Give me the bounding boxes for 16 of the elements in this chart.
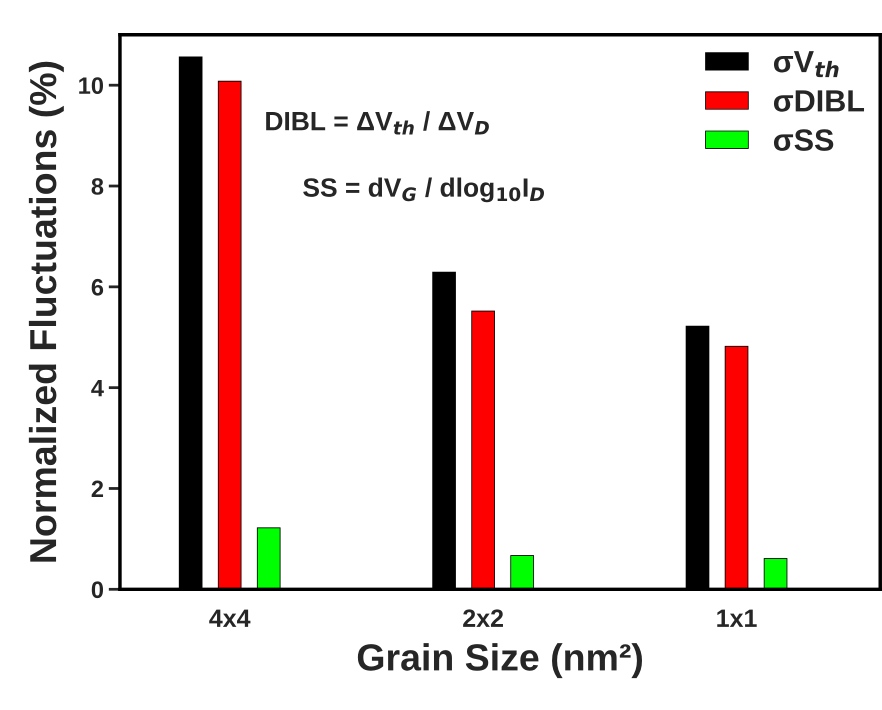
legend-label: σV$_{th}$: [774, 51, 839, 78]
x-tick-label: 1x1: [717, 610, 757, 627]
y-tick-label: 10: [79, 77, 104, 94]
x-tick-label: 2x2: [463, 609, 503, 627]
y-tick-label: 2: [92, 480, 104, 498]
annotation: DIBL = ΔV$_{th}$ / ΔV$_{D}$: [266, 111, 489, 135]
legend-label: σDIBL: [774, 90, 864, 112]
x-axis-title: Grain Size (nm²): [358, 643, 642, 678]
y-tick-label: 8: [92, 178, 104, 195]
y-tick-label: 6: [92, 278, 104, 296]
x-tick-label: 4x4: [209, 610, 250, 627]
legend-label: σSS: [774, 129, 834, 151]
y-tick-label: 4: [91, 380, 104, 396]
annotation: SS = dV$_{G}$ / dlog$_{10}$I$_{D}$: [303, 178, 544, 202]
y-tick-label: 0: [92, 581, 104, 598]
y-axis-title: Normalized Fluctuations (%): [28, 62, 64, 562]
